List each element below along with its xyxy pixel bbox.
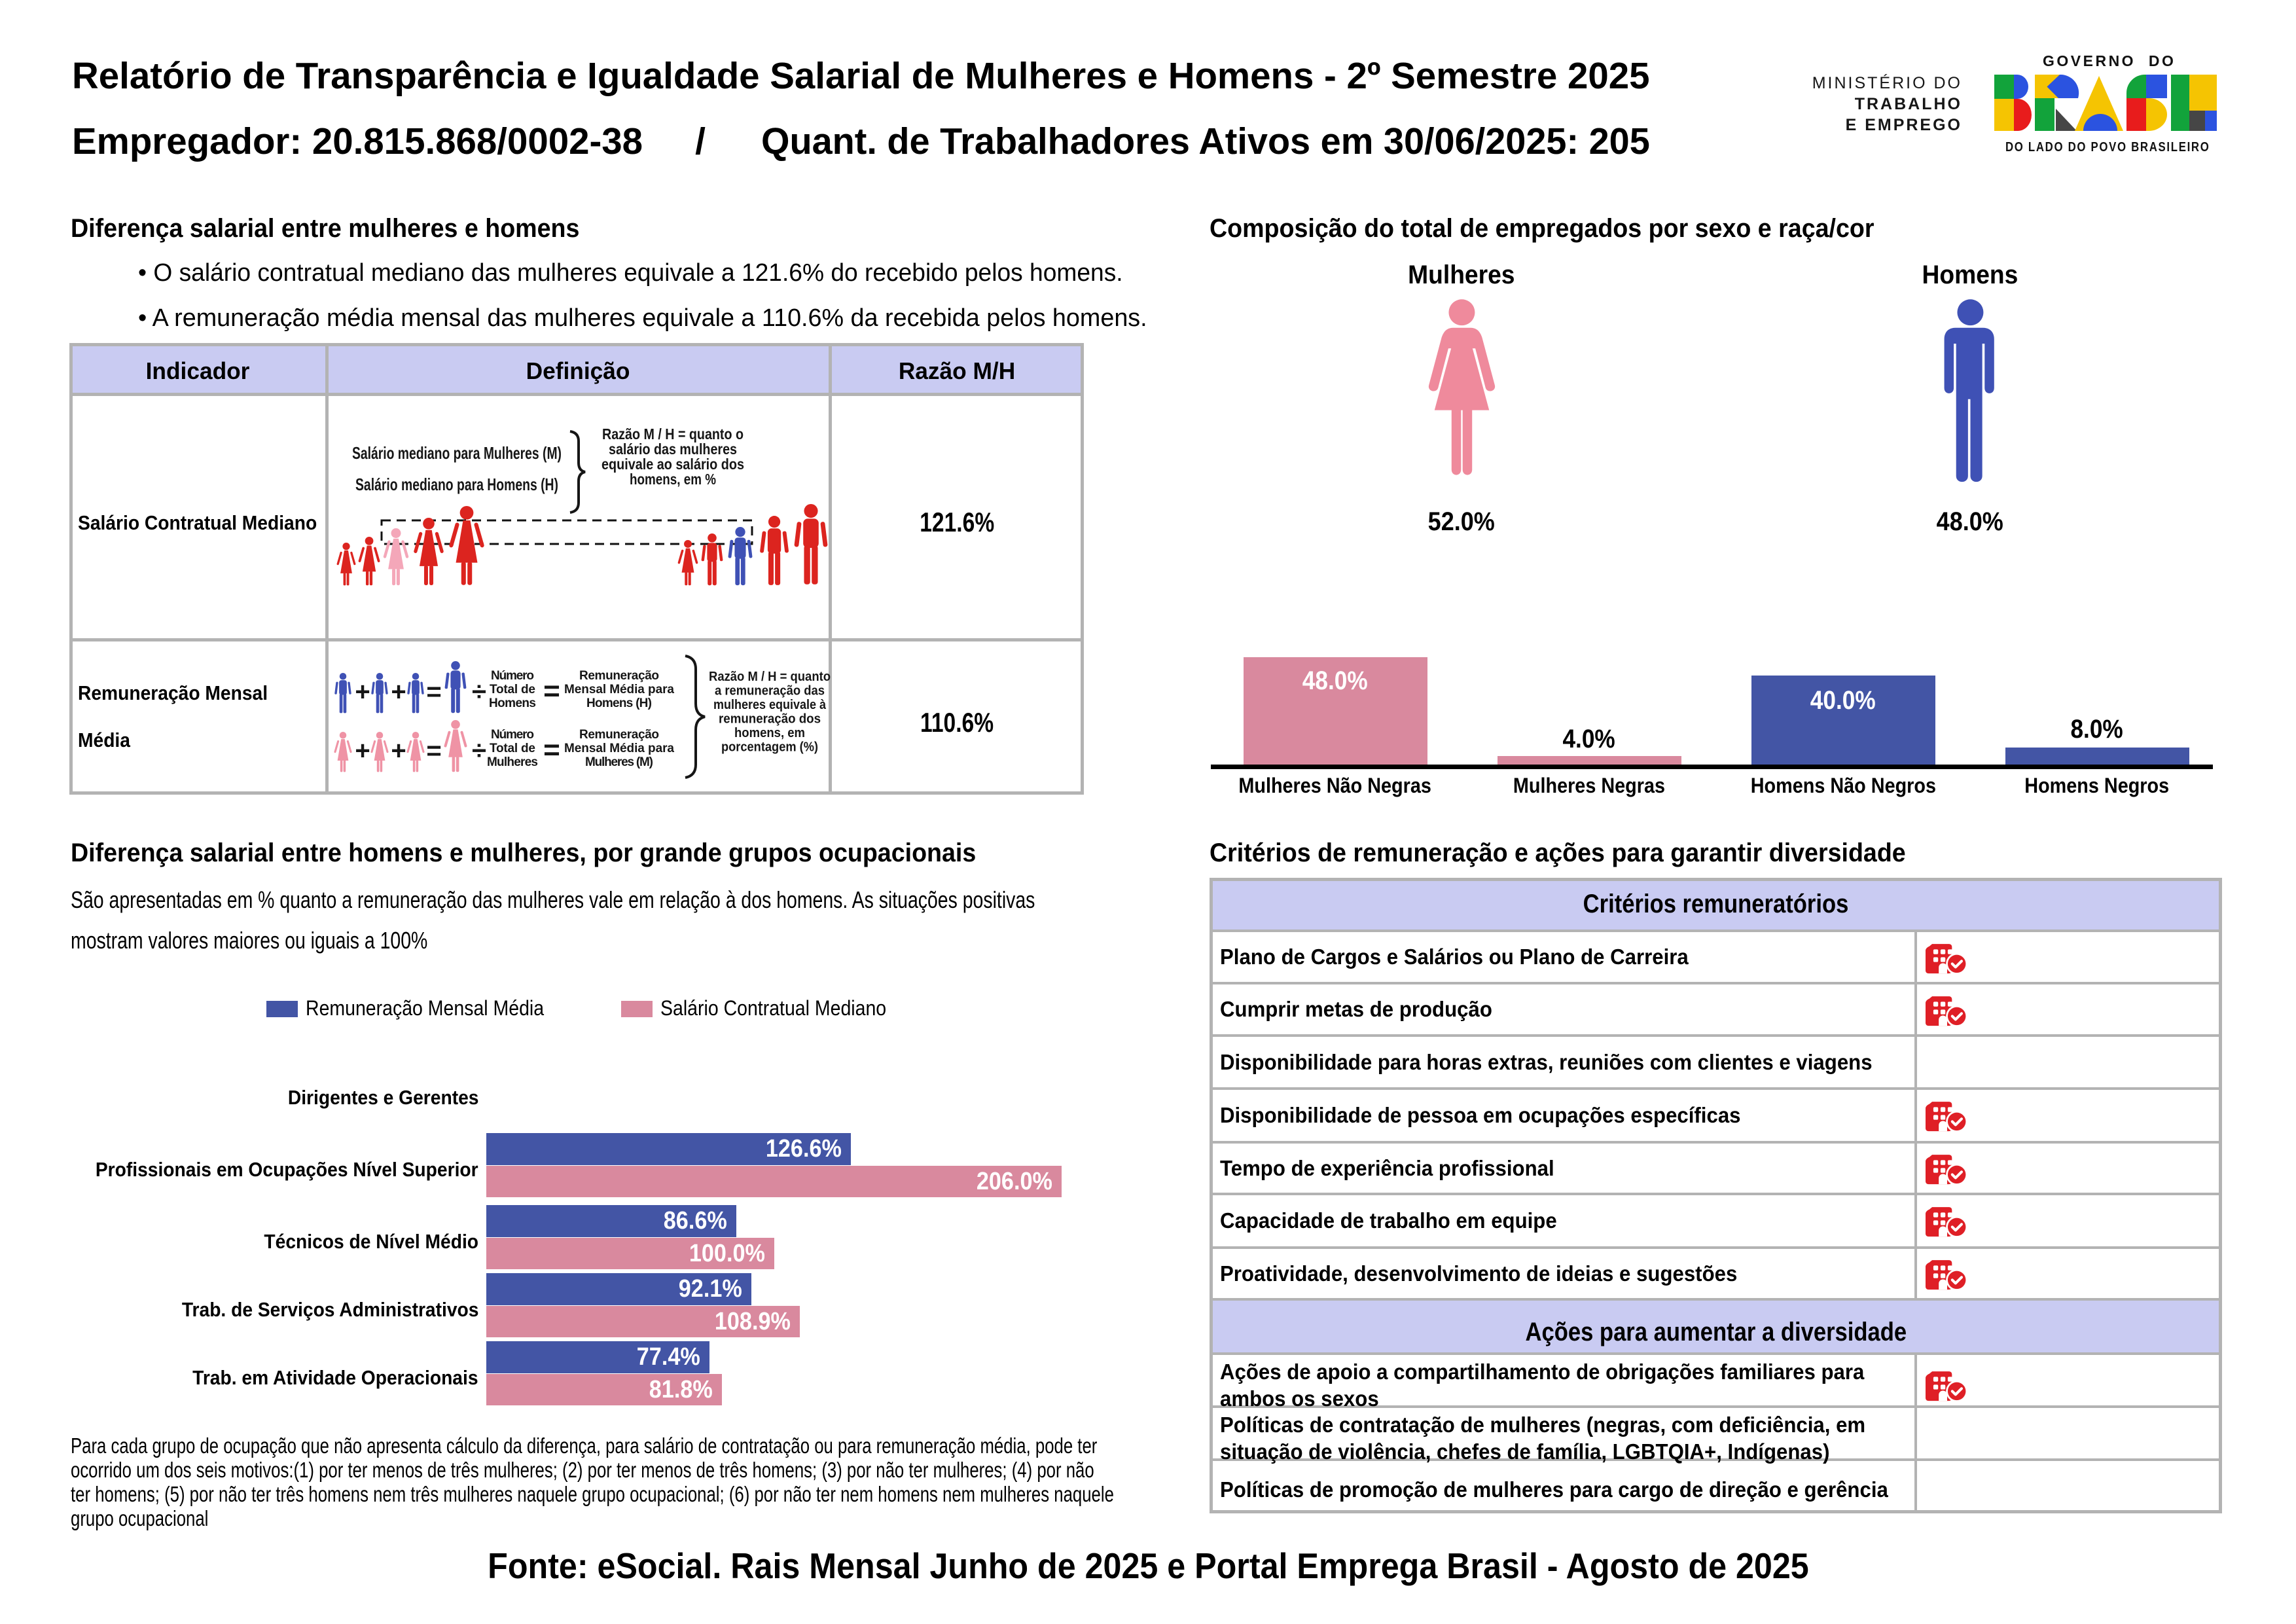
svg-text:porcentagem (%): porcentagem (%) (721, 740, 818, 755)
svg-text:salário das mulheres: salário das mulheres (609, 441, 737, 458)
svg-text:÷: ÷ (472, 736, 486, 765)
svg-text:=: = (543, 675, 560, 707)
svg-text:=: = (426, 677, 441, 706)
svg-text:Salário mediano para Homens (H: Salário mediano para Homens (H) (355, 475, 558, 494)
svg-text:homens, em %: homens, em % (630, 471, 716, 488)
svg-text:homens, em: homens, em (734, 726, 805, 740)
svg-text:+: + (391, 736, 406, 765)
svg-text:=: = (543, 734, 560, 766)
svg-text:÷: ÷ (472, 677, 486, 706)
svg-text:=: = (426, 736, 441, 765)
svg-text:+: + (355, 677, 370, 706)
svg-text:a remuneração das: a remuneração das (715, 684, 825, 698)
svg-text:mulheres equivale à: mulheres equivale à (713, 698, 827, 712)
svg-text:+: + (391, 677, 406, 706)
svg-text:Razão M / H = quanto o: Razão M / H = quanto o (602, 425, 744, 442)
svg-text:remuneração dos: remuneração dos (719, 712, 821, 727)
svg-text:+: + (355, 736, 370, 765)
svg-text:Razão M / H = quanto: Razão M / H = quanto (709, 670, 831, 684)
svg-text:equivale ao salário dos: equivale ao salário dos (601, 456, 744, 473)
svg-text:Salário mediano para Mulheres: Salário mediano para Mulheres (M) (352, 443, 562, 463)
